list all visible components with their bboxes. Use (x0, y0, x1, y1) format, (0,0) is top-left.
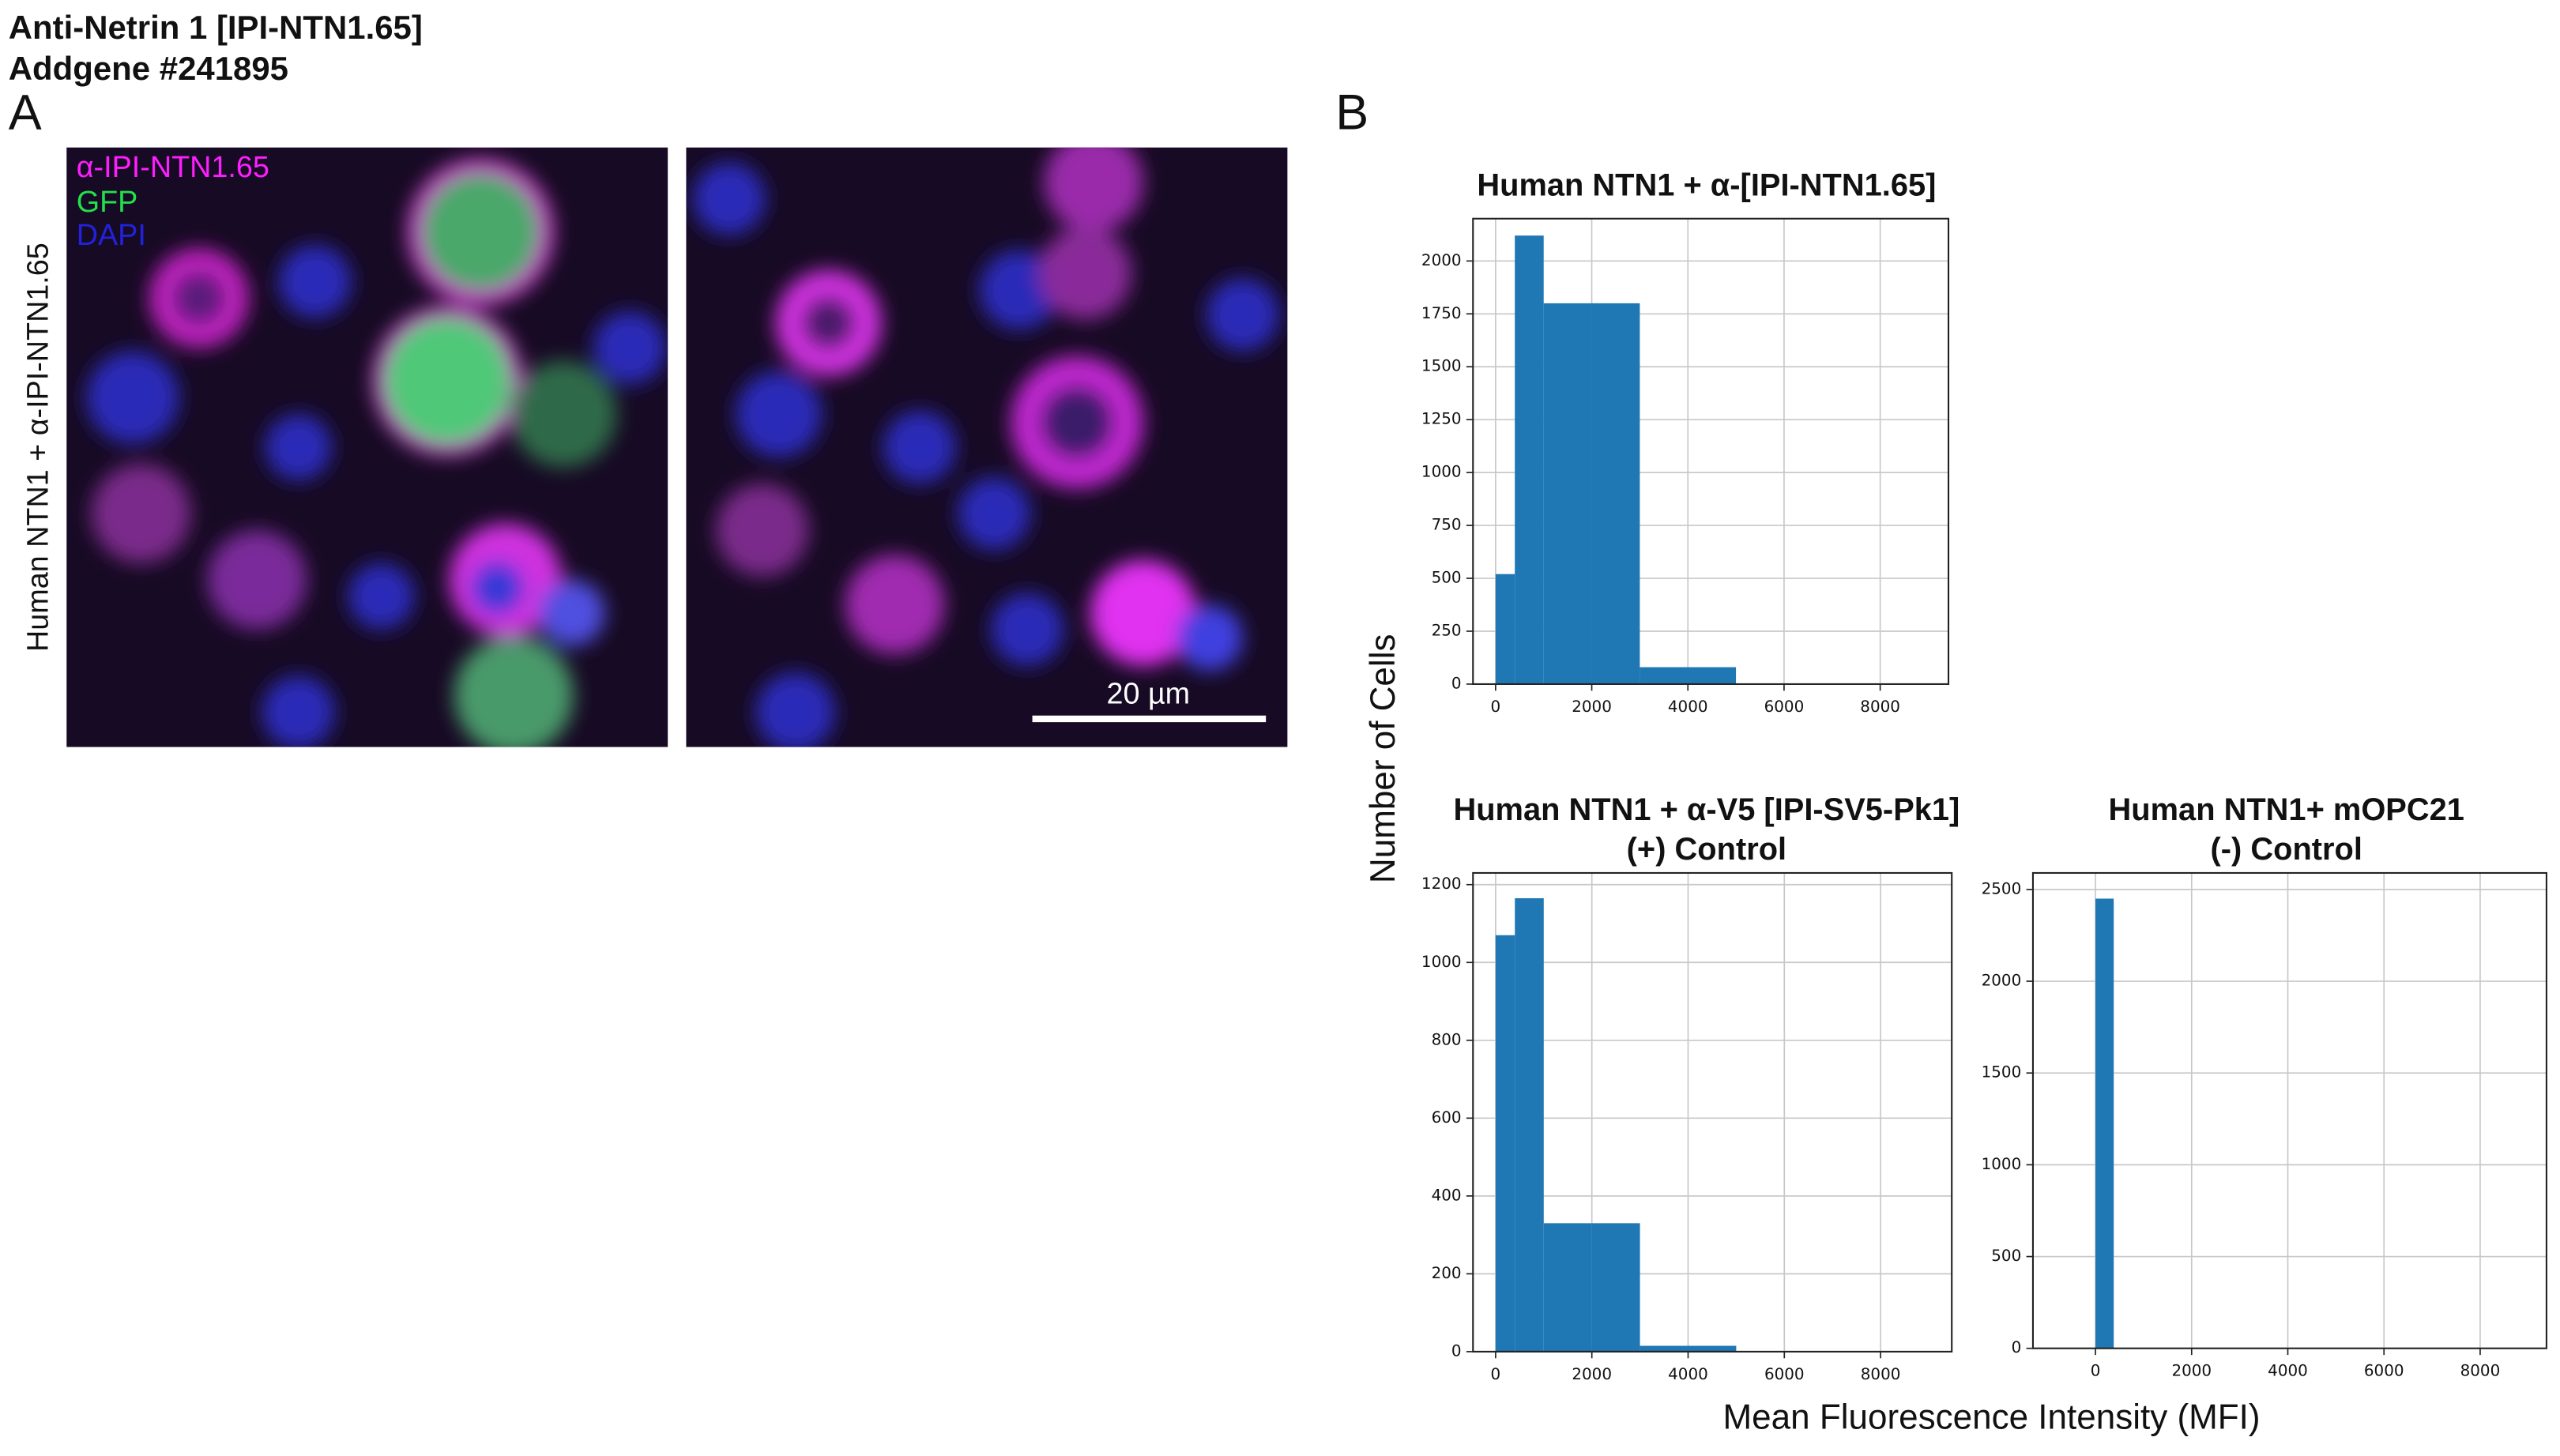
y-tick-label: 500 (1991, 1247, 2021, 1265)
x-tick-label: 6000 (1764, 1365, 1805, 1383)
x-tick-label: 4000 (2268, 1362, 2308, 1380)
plot-frame (1472, 871, 1953, 1353)
y-tick-label: 2000 (1421, 251, 1462, 269)
x-tick-label: 2000 (1572, 1365, 1612, 1383)
panel-label: B (1335, 85, 1368, 140)
y-tick-label: 750 (1432, 516, 1462, 534)
y-tick-label: 0 (1451, 674, 1462, 692)
panel-label: A (9, 85, 42, 140)
bar (1515, 235, 1544, 684)
y-tick-label: 800 (1432, 1030, 1462, 1048)
y-tick-label: 1250 (1421, 410, 1462, 428)
y-tick-label: 1000 (1982, 1155, 2022, 1173)
y-tick-label: 1500 (1421, 357, 1462, 375)
y-tick-label: 1000 (1421, 953, 1462, 971)
y-tick-label: 1000 (1421, 463, 1462, 481)
bar (1591, 1223, 1640, 1352)
y-axis-label: Number of Cells (1364, 634, 1402, 884)
x-tick-label: 0 (2091, 1362, 2101, 1380)
bar (2095, 898, 2114, 1349)
x-tick-label: 6000 (1764, 698, 1805, 716)
x-tick-label: 4000 (1668, 1365, 1708, 1383)
y-tick-label: 0 (1451, 1341, 1462, 1360)
y-tick-label: 500 (1432, 569, 1462, 587)
figure-subtitle: Addgene #241895 (9, 50, 288, 87)
y-tick-label: 200 (1432, 1264, 1462, 1282)
bar (1495, 935, 1515, 1352)
bar (1640, 1345, 1737, 1352)
y-tick-label: 1750 (1421, 304, 1462, 322)
y-tick-label: 1200 (1421, 875, 1462, 893)
x-tick-label: 8000 (1860, 698, 1900, 716)
x-tick-label: 2000 (2171, 1362, 2212, 1380)
y-tick-label: 2500 (1982, 879, 2022, 897)
micrograph (686, 147, 1288, 747)
y-tick-label: 600 (1432, 1108, 1462, 1127)
x-tick-label: 8000 (2460, 1362, 2501, 1380)
x-tick-label: 0 (1491, 698, 1501, 716)
chart-title: (-) Control (2211, 832, 2362, 867)
chart-title: Human NTN1 + α-[IPI-NTN1.65] (1477, 167, 1936, 202)
bar (1640, 667, 1737, 684)
y-tick-label: 1500 (1982, 1063, 2022, 1082)
row-label: Human NTN1 + α-IPI-NTN1.65 (21, 243, 55, 652)
chart-title: (+) Control (1627, 832, 1786, 867)
scale-bar-label: 20 µm (1106, 677, 1190, 710)
x-tick-label: 8000 (1861, 1365, 1901, 1383)
channel-label: GFP (77, 185, 138, 218)
plot-frame (2031, 871, 2547, 1349)
x-tick-label: 4000 (1668, 698, 1708, 716)
x-axis-label: Mean Fluorescence Intensity (MFI) (1723, 1398, 2261, 1436)
chart-title: Human NTN1 + α-V5 [IPI-SV5-Pk1] (1453, 792, 1960, 827)
x-tick-label: 6000 (2364, 1362, 2404, 1380)
bar (1591, 303, 1640, 684)
bar (1543, 303, 1592, 684)
bar (1543, 1223, 1592, 1352)
y-tick-label: 0 (2012, 1338, 2022, 1356)
chart-title: Human NTN1+ mOPC21 (2109, 792, 2464, 827)
bar (1515, 897, 1544, 1352)
x-tick-label: 2000 (1572, 698, 1612, 716)
channel-label: α-IPI-NTN1.65 (77, 150, 269, 183)
y-tick-label: 250 (1432, 621, 1462, 639)
bar (1495, 574, 1515, 684)
y-tick-label: 2000 (1982, 972, 2022, 990)
plot-frame (1472, 217, 1950, 685)
figure-title: Anti-Netrin 1 [IPI-NTN1.65] (9, 9, 423, 46)
x-tick-label: 0 (1491, 1365, 1501, 1383)
micrograph (66, 147, 668, 747)
channel-label: DAPI (77, 218, 146, 251)
y-tick-label: 400 (1432, 1186, 1462, 1204)
